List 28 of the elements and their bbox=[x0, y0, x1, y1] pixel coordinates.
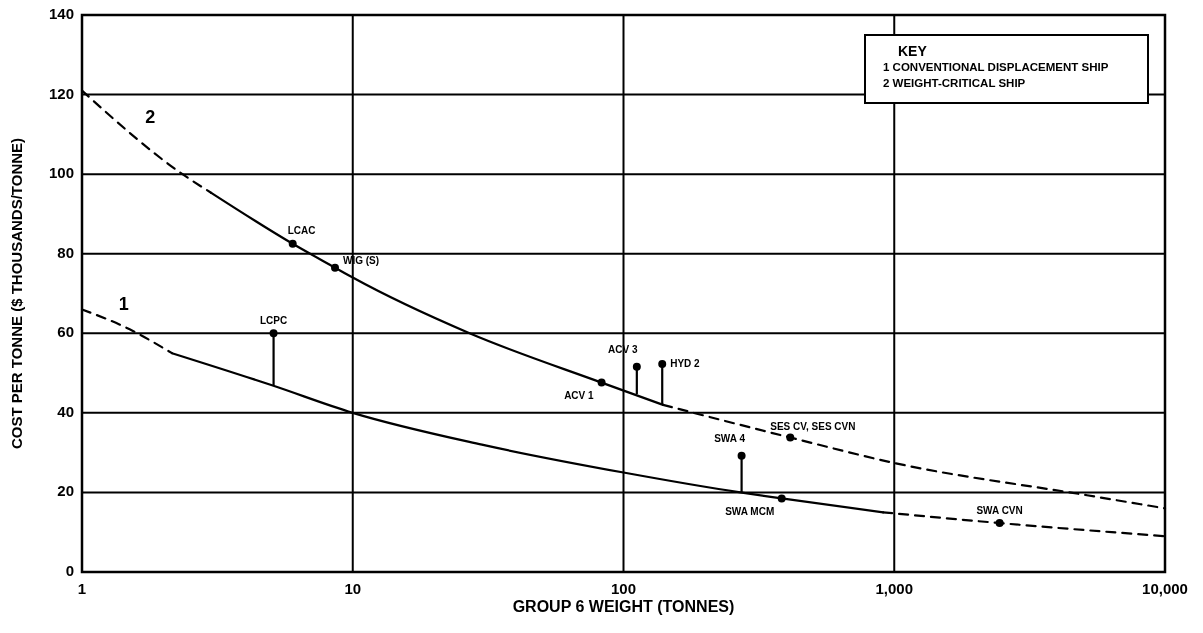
y-tick-label: 140 bbox=[48, 4, 74, 22]
x-tick-label: 10,000 bbox=[1142, 580, 1188, 597]
y-tick-label: 120 bbox=[48, 84, 74, 102]
y-tick-label: 20 bbox=[57, 482, 74, 500]
x-tick-label: 10 bbox=[344, 580, 362, 597]
y-axis-title: COST PER TONNE ($ THOUSANDS/TONNE) bbox=[8, 137, 25, 450]
x-tick-label: 1,000 bbox=[875, 580, 914, 597]
x-axis-title: GROUP 6 WEIGHT (TONNES) bbox=[512, 598, 735, 615]
annotation: SWA CVN bbox=[976, 504, 1023, 516]
annotation: LCAC bbox=[287, 225, 316, 237]
y-tick-label: 40 bbox=[57, 402, 74, 420]
annotation: HYD 2 bbox=[670, 357, 701, 369]
x-tick-label: 1 bbox=[77, 580, 87, 597]
y-tick-label: 0 bbox=[65, 561, 74, 579]
series-label: 1 bbox=[118, 294, 129, 315]
y-tick-label: 80 bbox=[57, 243, 74, 261]
annotation: 1 CONVENTIONAL DISPLACEMENT SHIP bbox=[883, 61, 1109, 74]
annotation: SWA MCM bbox=[725, 506, 775, 518]
annotation: ACV 1 bbox=[564, 390, 595, 402]
y-tick-label: 100 bbox=[48, 164, 74, 182]
annotation: 2 WEIGHT-CRITICAL SHIP bbox=[883, 77, 1026, 90]
annotation: SES CV, SES CVN bbox=[770, 421, 856, 433]
x-tick-label: 100 bbox=[610, 580, 637, 597]
y-tick-label: 60 bbox=[57, 323, 74, 341]
series-label: 2 bbox=[145, 107, 156, 128]
annotation: KEY bbox=[898, 42, 928, 59]
annotation: SWA 4 bbox=[714, 433, 746, 445]
annotation: LCPC bbox=[259, 314, 288, 326]
